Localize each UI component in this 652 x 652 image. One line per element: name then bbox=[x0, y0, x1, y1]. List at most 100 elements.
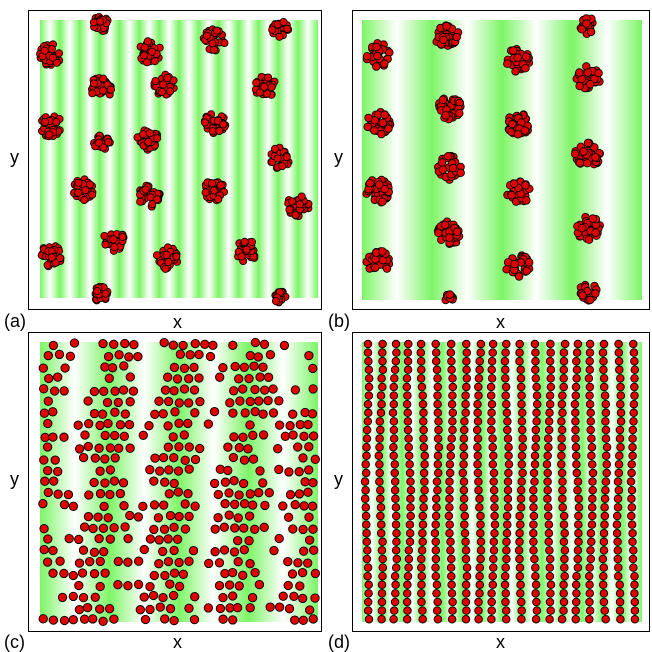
particle bbox=[448, 391, 457, 400]
particle bbox=[389, 425, 399, 435]
particle bbox=[79, 522, 90, 532]
particle bbox=[530, 477, 539, 486]
particle bbox=[274, 420, 285, 430]
particle bbox=[392, 537, 401, 547]
particle bbox=[189, 385, 200, 395]
particle bbox=[278, 162, 287, 171]
particle bbox=[616, 399, 625, 409]
particle bbox=[308, 363, 318, 374]
particle bbox=[163, 396, 174, 407]
particle bbox=[248, 454, 259, 464]
particle bbox=[113, 580, 123, 590]
particle bbox=[430, 528, 440, 538]
particle bbox=[434, 425, 443, 435]
particle bbox=[88, 190, 97, 199]
particle bbox=[433, 399, 442, 409]
particle bbox=[378, 247, 387, 256]
particle bbox=[375, 477, 384, 486]
particle bbox=[613, 571, 623, 581]
particle bbox=[99, 386, 109, 396]
particle bbox=[508, 119, 517, 129]
particle-cluster bbox=[502, 251, 534, 281]
particle bbox=[179, 384, 190, 394]
particle bbox=[543, 503, 553, 512]
particle bbox=[295, 581, 305, 591]
particle bbox=[79, 614, 90, 624]
particle bbox=[390, 365, 400, 375]
particle bbox=[89, 569, 100, 579]
panel-d-plot bbox=[352, 332, 650, 632]
particle bbox=[432, 477, 442, 486]
particle bbox=[297, 192, 306, 201]
particle bbox=[447, 356, 456, 366]
particle bbox=[630, 614, 640, 624]
particle bbox=[185, 350, 195, 360]
particle bbox=[560, 528, 569, 538]
particle bbox=[162, 250, 171, 259]
particle bbox=[223, 465, 233, 476]
particle bbox=[389, 391, 399, 400]
particle bbox=[376, 511, 385, 521]
particle bbox=[630, 571, 639, 581]
particle bbox=[461, 614, 471, 624]
particle bbox=[43, 396, 53, 406]
particle bbox=[139, 592, 149, 602]
particle bbox=[627, 494, 636, 504]
particle bbox=[145, 534, 156, 544]
particle bbox=[572, 365, 582, 375]
particle bbox=[419, 494, 428, 504]
particle bbox=[585, 563, 594, 572]
particle bbox=[123, 557, 133, 567]
particle-cluster bbox=[150, 70, 178, 99]
particle bbox=[501, 374, 510, 383]
particle bbox=[89, 408, 100, 419]
particle bbox=[501, 614, 511, 624]
particle bbox=[229, 386, 239, 396]
particle bbox=[460, 528, 470, 538]
particle bbox=[48, 407, 58, 417]
particle bbox=[363, 417, 373, 426]
particle bbox=[601, 425, 611, 435]
particle bbox=[172, 534, 183, 544]
particle bbox=[586, 546, 595, 555]
particle bbox=[284, 604, 295, 614]
particle bbox=[238, 570, 248, 580]
particle bbox=[584, 374, 594, 383]
particle bbox=[433, 408, 443, 418]
particle bbox=[74, 188, 83, 197]
particle bbox=[178, 569, 189, 579]
particle bbox=[447, 580, 456, 590]
particle bbox=[223, 442, 233, 452]
particle bbox=[462, 339, 471, 349]
particle bbox=[476, 537, 486, 547]
particle bbox=[586, 417, 596, 426]
particle bbox=[74, 558, 85, 568]
particle bbox=[475, 503, 484, 512]
particle bbox=[389, 442, 398, 452]
particle bbox=[446, 537, 455, 547]
particle bbox=[308, 524, 318, 534]
particle bbox=[626, 477, 636, 486]
particle bbox=[360, 477, 370, 486]
particle bbox=[363, 122, 372, 132]
particle bbox=[628, 434, 637, 443]
particle bbox=[490, 511, 499, 521]
particle bbox=[560, 554, 569, 564]
particle bbox=[587, 451, 596, 461]
particle bbox=[53, 466, 63, 477]
particle bbox=[298, 524, 308, 535]
particle bbox=[432, 580, 442, 590]
particle bbox=[515, 348, 524, 357]
particle bbox=[175, 349, 186, 359]
particle bbox=[113, 397, 123, 408]
particle bbox=[298, 593, 308, 604]
particle bbox=[419, 408, 428, 418]
particle bbox=[615, 597, 625, 607]
particle bbox=[577, 25, 586, 34]
particle bbox=[49, 476, 59, 486]
particle bbox=[238, 384, 248, 394]
particle bbox=[513, 53, 522, 62]
particle bbox=[375, 460, 384, 469]
particle bbox=[416, 356, 426, 366]
particle bbox=[545, 356, 555, 366]
